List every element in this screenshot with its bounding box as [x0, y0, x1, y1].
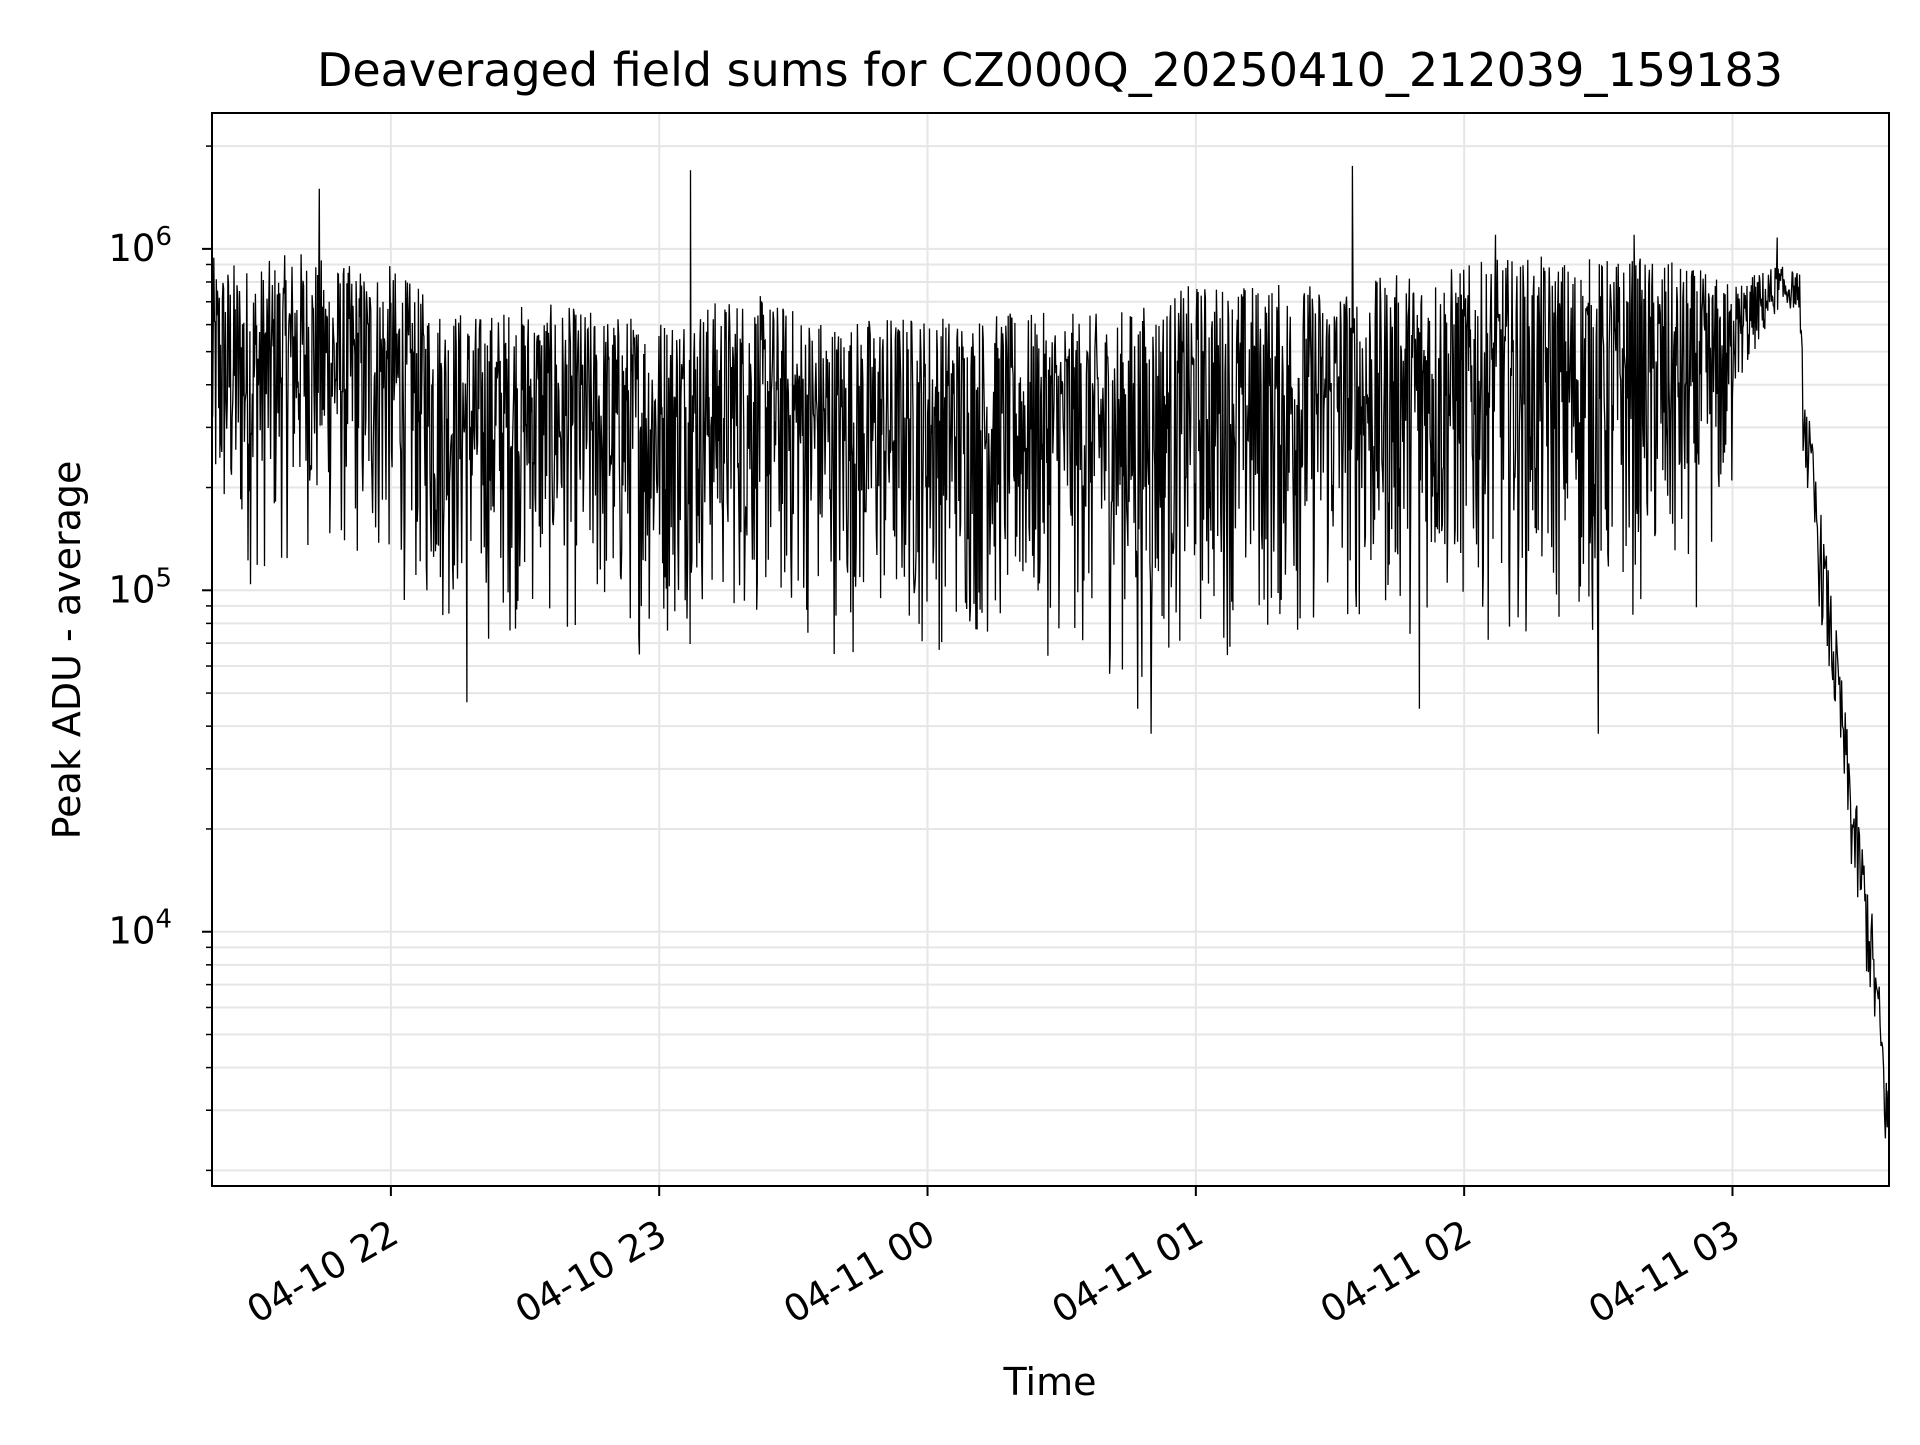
- y-tick-label: 104: [108, 905, 172, 953]
- x-axis-label: Time: [1003, 1360, 1097, 1404]
- plot-frame: [211, 112, 1890, 1187]
- y-tick-label: 106: [108, 222, 172, 270]
- chart-title: Deaveraged field sums for CZ000Q_2025041…: [317, 43, 1783, 97]
- y-tick-label: 105: [108, 563, 172, 611]
- series-layer: [211, 165, 1890, 1155]
- y-axis-label: Peak ADU - average: [45, 461, 89, 840]
- series-line: [211, 165, 1890, 1155]
